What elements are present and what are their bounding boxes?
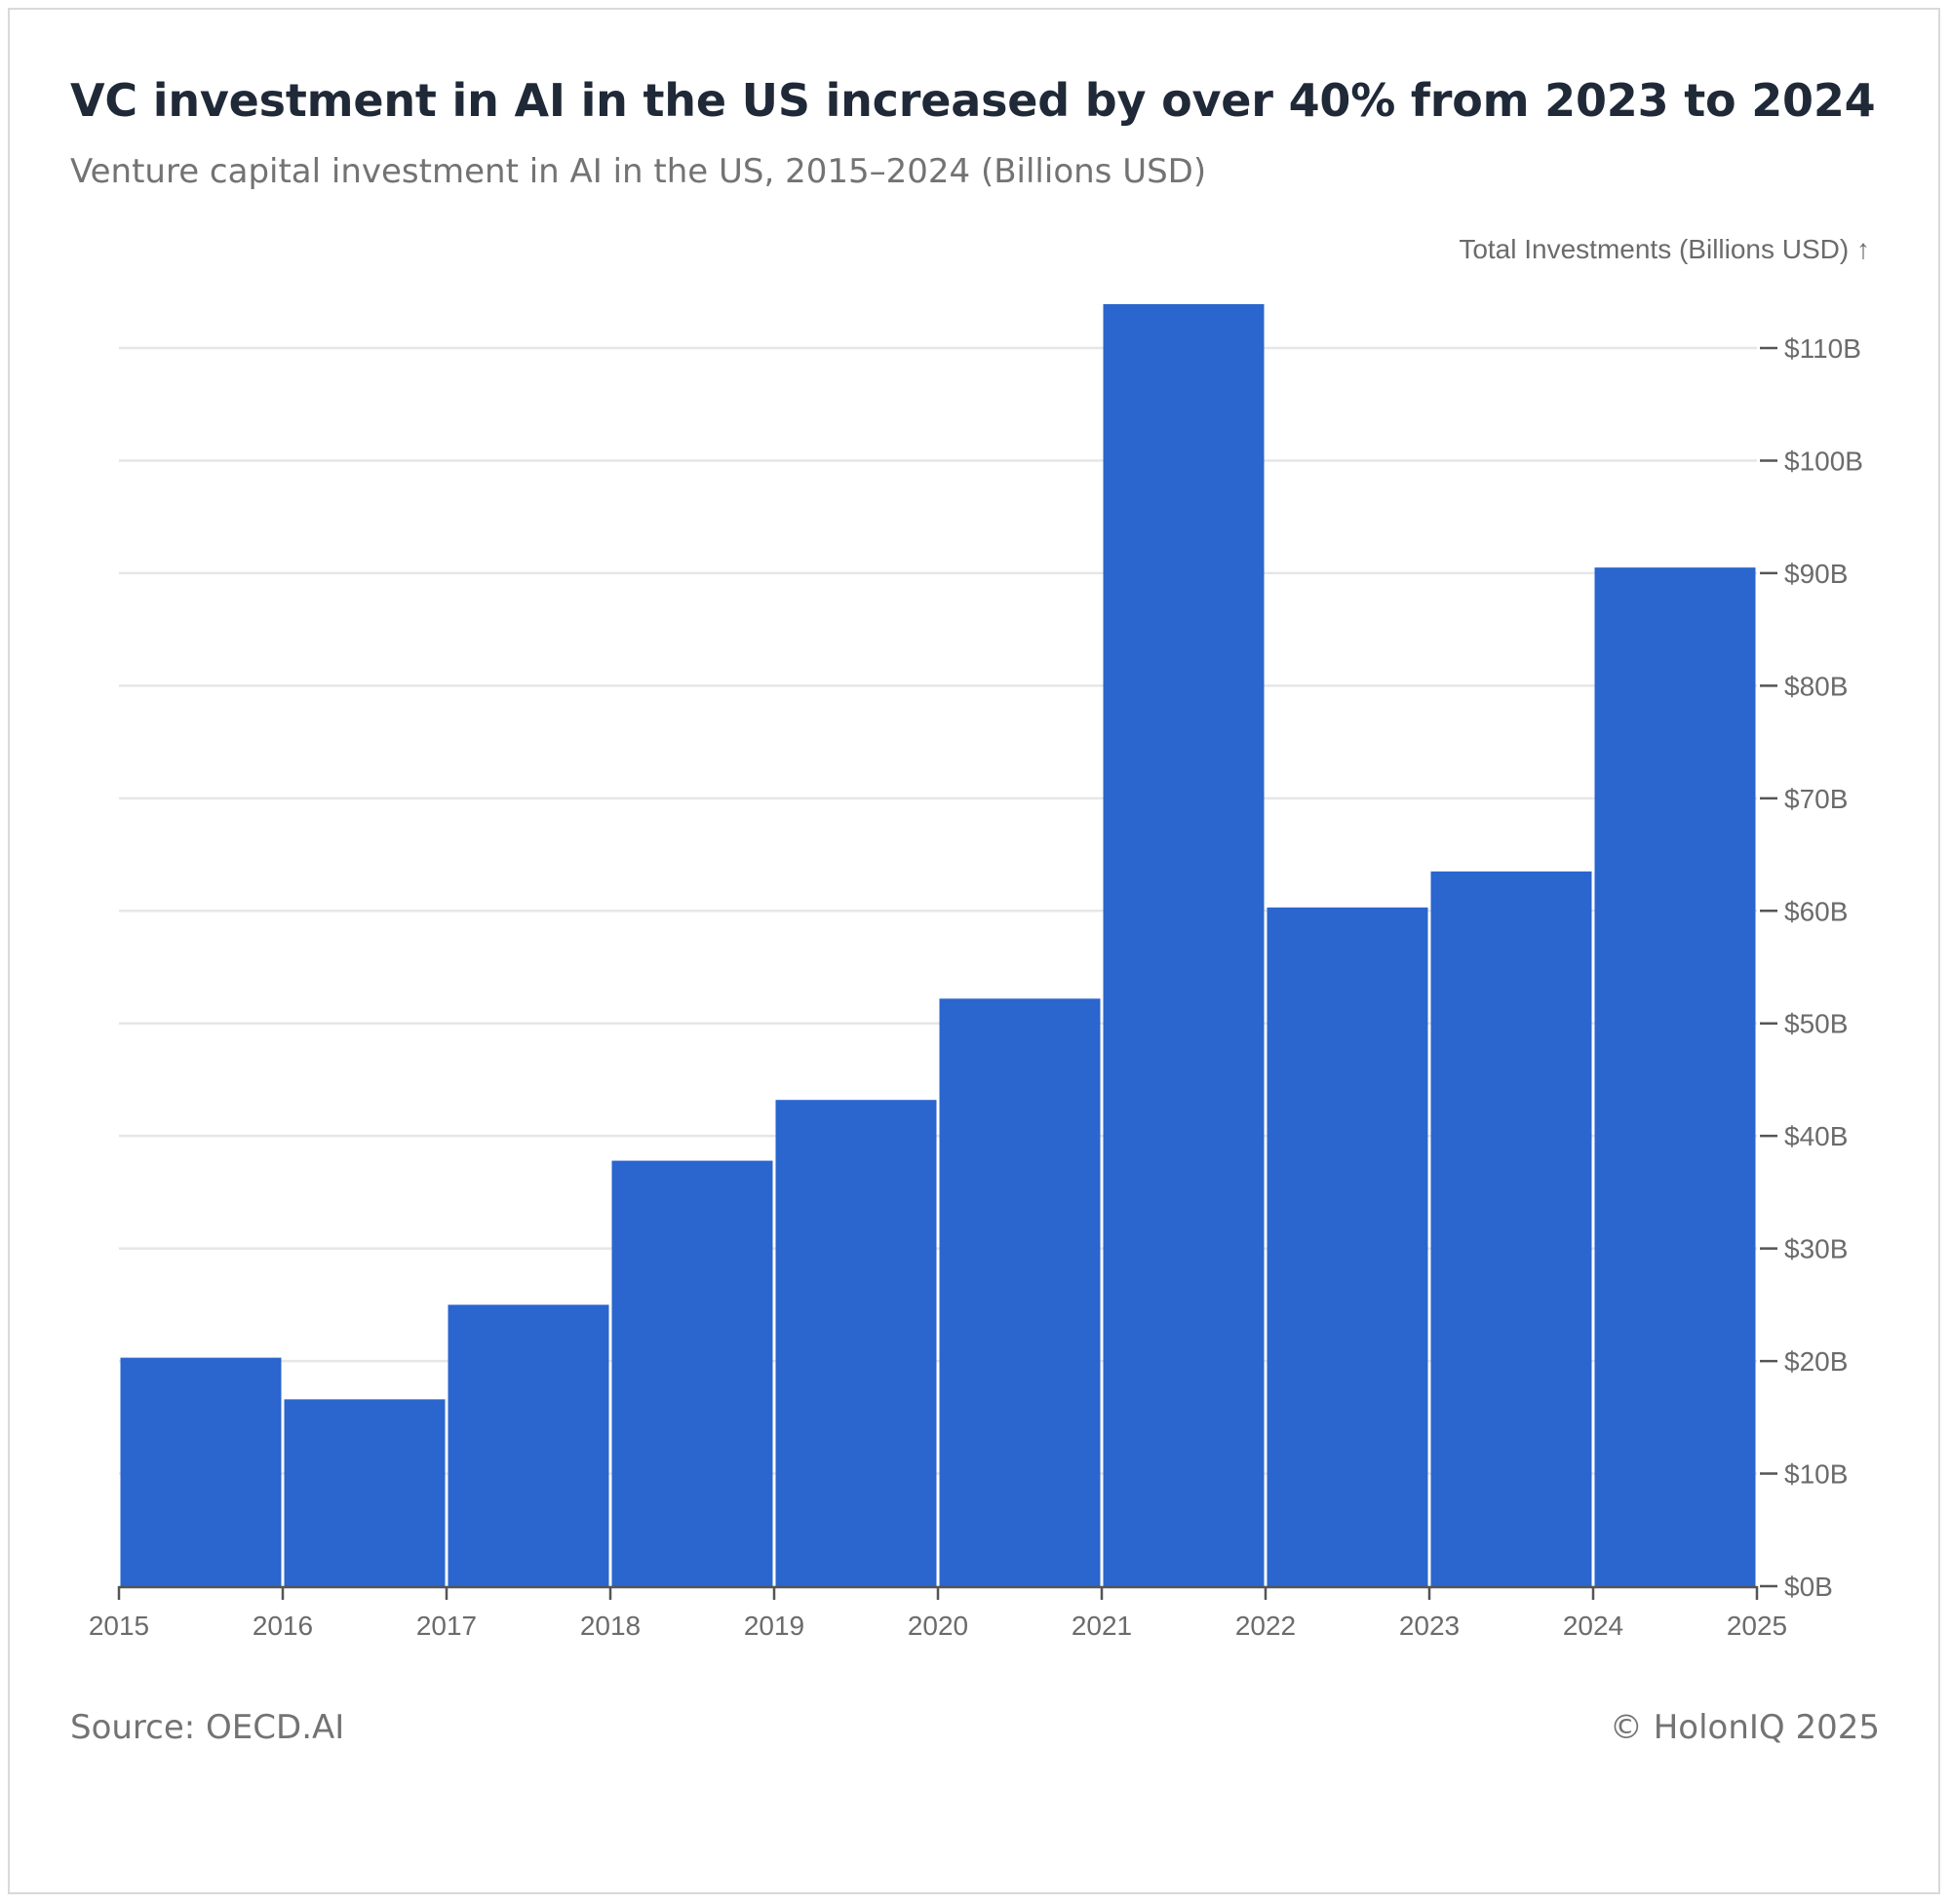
x-tick-label: 2021	[1072, 1611, 1132, 1641]
y-axis-label: Total Investments (Billions USD) ↑	[1459, 234, 1870, 264]
bars	[120, 303, 1756, 1587]
bar-2024	[1594, 567, 1756, 1586]
x-tick-label: 2018	[580, 1611, 641, 1641]
source-note: Source: OECD.AI	[70, 1708, 345, 1747]
bar-2019	[775, 1100, 937, 1586]
y-tick-label: $10B	[1784, 1459, 1848, 1490]
x-tick-label: 2024	[1563, 1611, 1623, 1641]
x-tick-label: 2015	[89, 1611, 149, 1641]
x-tick-label: 2019	[744, 1611, 804, 1641]
x-tick-label: 2017	[416, 1611, 477, 1641]
chart-title: VC investment in AI in the US increased …	[70, 74, 1876, 127]
bar-2023	[1430, 871, 1592, 1586]
bar-2020	[939, 998, 1101, 1586]
y-tick-label: $110B	[1784, 333, 1861, 364]
y-tick-label: $90B	[1784, 559, 1848, 589]
chart-subtitle: Venture capital investment in AI in the …	[70, 152, 1207, 191]
bar-2022	[1267, 907, 1428, 1586]
bar-2015	[120, 1357, 282, 1586]
x-tick-label: 2022	[1235, 1611, 1296, 1641]
y-tick-label: $60B	[1784, 896, 1848, 926]
y-tick-label: $0B	[1784, 1572, 1833, 1602]
x-tick-label: 2023	[1399, 1611, 1460, 1641]
y-tick-label: $40B	[1784, 1121, 1848, 1151]
axes: $0B $10B $20B $30B $40B $50B $60B $70B $80B $90B $…	[89, 333, 1863, 1641]
x-tick-label: 2025	[1727, 1611, 1787, 1641]
copyright-note: © HolonIQ 2025	[1609, 1708, 1880, 1747]
y-tick-label: $70B	[1784, 784, 1848, 814]
y-tick-label: $30B	[1784, 1234, 1848, 1264]
bar-2016	[284, 1399, 446, 1586]
x-tick-label: 2020	[908, 1611, 968, 1641]
y-tick-label: $100B	[1784, 446, 1863, 476]
bar-2017	[448, 1304, 609, 1586]
y-tick-label: $50B	[1784, 1009, 1848, 1039]
bar-2018	[611, 1160, 773, 1586]
y-tick-label: $20B	[1784, 1346, 1848, 1377]
x-tick-label: 2016	[253, 1611, 313, 1641]
y-tick-label: $80B	[1784, 671, 1848, 701]
bar-2021	[1103, 303, 1265, 1587]
